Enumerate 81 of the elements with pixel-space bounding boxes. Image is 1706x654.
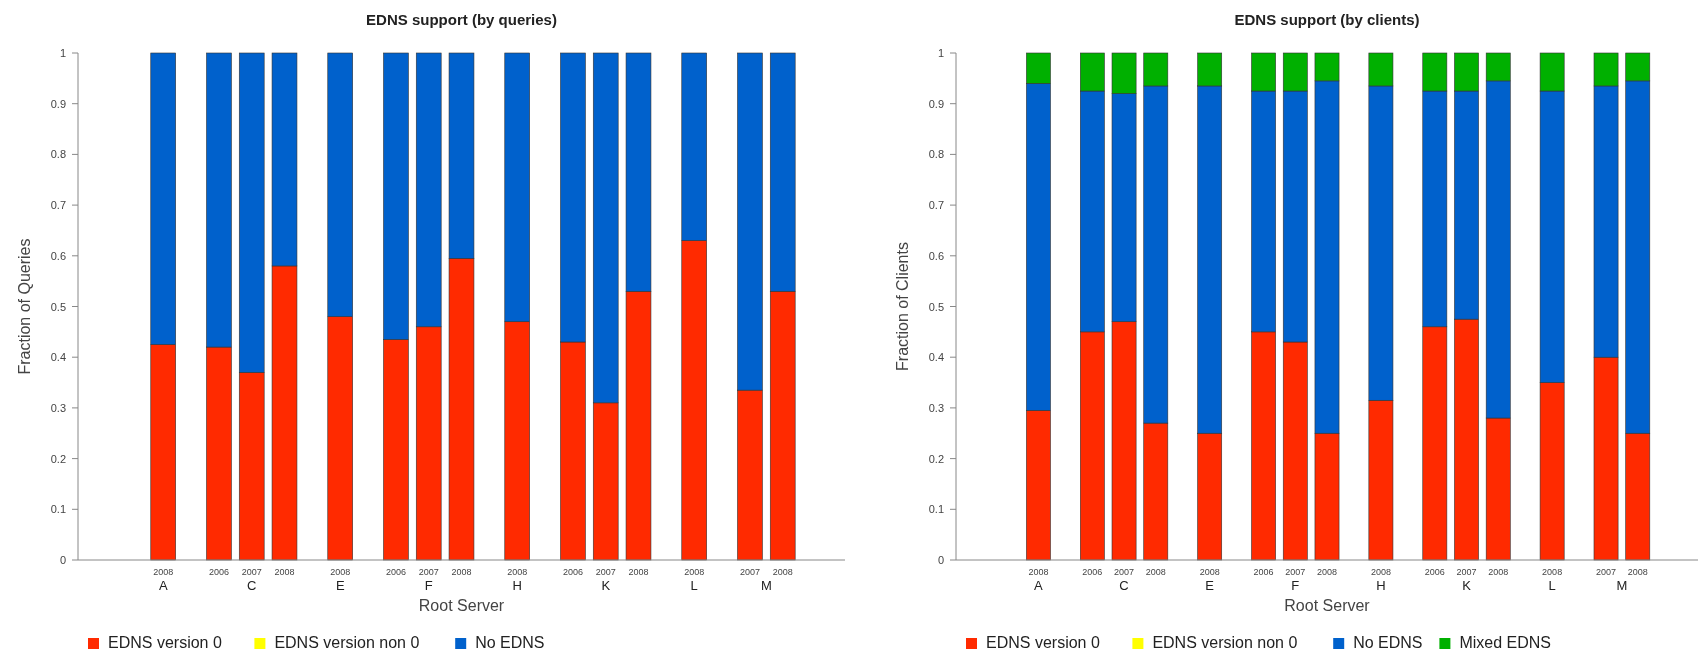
text: A [158,578,168,593]
y-tick-label: 0.4 [928,351,944,364]
y-tick-label: 0 [59,554,66,566]
x-tick-label: 2006 [1082,567,1103,577]
text: A [1034,578,1044,593]
text: L [1548,578,1556,593]
x-tick-label: 2008 [1199,567,1220,577]
text: C [1119,578,1129,593]
text: H [512,578,522,593]
x-tick-label: 2007 [739,567,760,577]
text: E [1205,578,1215,593]
text: M [1616,578,1628,593]
x-tick-label: 2007 [1456,567,1477,577]
y-tick-label: 0.8 [928,148,944,161]
x-tick-label: 2008 [1145,567,1166,577]
y-tick-label: 0.4 [50,351,66,364]
text: K [601,578,611,593]
y-tick-label: 0.2 [50,452,66,465]
text: H [1376,578,1386,593]
y-tick-label: 0 [937,554,944,566]
legend-label: EDNS version non 0 [274,634,420,651]
x-tick-label: 2008 [330,567,351,577]
text: F [1291,578,1300,593]
x-tick-label: 2008 [153,567,174,577]
text: C [247,578,257,593]
y-tick-label: 0.7 [50,199,66,212]
x-tick-label: 2008 [1028,567,1049,577]
legend-label: EDNS version 0 [986,634,1100,651]
y-tick-label: 0.9 [928,97,944,110]
y-tick-label: 0.7 [928,199,944,212]
y-axis-title: Fraction of Queries [16,238,33,375]
x-tick-label: 2006 [1253,567,1274,577]
x-tick-label: 2008 [451,567,472,577]
x-tick-label: 2008 [507,567,528,577]
chart-title: EDNS support (by queries) [366,11,557,28]
y-tick-label: 0.5 [50,300,66,313]
x-tick-label: 2008 [1627,567,1648,577]
x-tick-label: 2008 [684,567,705,577]
legend-label: EDNS version 0 [108,634,222,651]
y-tick-label: 0.6 [928,249,944,262]
y-tick-label: 0.1 [928,503,944,516]
x-tick-label: 2007 [1596,567,1617,577]
x-tick-label: 2007 [418,567,439,577]
legend-label: Mixed EDNS [1459,634,1551,651]
x-tick-label: 2008 [1370,567,1391,577]
y-tick-label: 1 [937,47,944,59]
x-tick-label: 2008 [628,567,649,577]
x-tick-label: 2007 [1285,567,1306,577]
text: K [1462,578,1472,593]
legend-label: No EDNS [1353,634,1423,651]
y-tick-label: 0.2 [928,452,944,465]
x-tick-label: 2008 [1488,567,1509,577]
x-tick-label: 2006 [208,567,229,577]
y-tick-label: 0.3 [928,401,944,414]
y-tick-label: 0.5 [928,300,944,313]
x-tick-label: 2007 [241,567,262,577]
y-tick-label: 0.1 [50,503,66,516]
y-tick-label: 0.6 [50,249,66,262]
x-tick-label: 2007 [595,567,616,577]
x-tick-label: 2008 [1316,567,1338,577]
x-tick-label: 2006 [562,567,583,577]
legend-label: No EDNS [475,634,545,651]
x-tick-label: 2008 [772,567,793,577]
y-tick-label: 1 [59,47,66,59]
y-tick-label: 0.3 [50,401,66,414]
legend-label: EDNS version non 0 [1152,634,1298,651]
x-axis-title: Root Server [1284,597,1371,614]
x-tick-label: 2007 [1114,567,1135,577]
text: F [424,578,433,593]
text: L [690,578,698,593]
y-tick-label: 0.9 [50,97,66,110]
x-tick-label: 2006 [385,567,406,577]
y-axis-title: Fraction of Clients [894,242,911,371]
chart-title: EDNS support (by clients) [1234,11,1420,28]
x-axis-title: Root Server [418,597,505,614]
text: M [760,578,772,593]
x-tick-label: 2008 [1542,567,1563,577]
x-tick-label: 2006 [1424,567,1445,577]
x-tick-label: 2008 [274,567,295,577]
y-tick-label: 0.8 [50,148,66,161]
text: E [335,578,345,593]
